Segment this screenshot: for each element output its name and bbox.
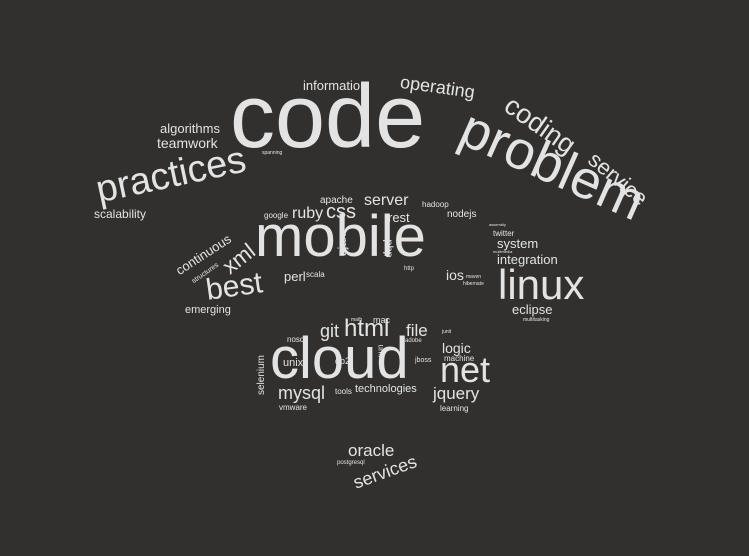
word-ios: ios [446,267,464,283]
word-multimedia: multimedia [493,249,513,254]
word-nosql: nosql [287,335,307,344]
word-teamwork: teamwork [157,135,218,151]
word-google: google [264,211,289,220]
word-uml: uml [376,344,386,358]
word-integration: integration [497,252,558,267]
word-jboss: jboss [415,357,432,364]
word-math: math [351,317,363,323]
word-http: http [404,266,415,272]
word-css: css [326,201,356,223]
word-spanning: spanning [262,150,283,156]
word-hadoop: hadoop [422,200,449,209]
word-mac: mac [373,315,391,325]
word-apache: apache [320,195,353,206]
word-code: code [230,67,426,167]
word-jquery: jquery [433,384,480,403]
word-ruby: ruby [292,205,324,222]
word-mobile: mobile [255,204,426,269]
word-eclipse: eclipse [512,302,553,317]
word-file: file [406,321,428,340]
word-rest: rest [388,210,410,225]
word-postgresql: postgresql [337,460,365,466]
word-selenium: selenium [256,354,268,396]
word-net: net [440,349,491,390]
word-git: git [320,321,340,341]
word-tools: tools [335,387,352,396]
word-unix: unix [283,357,304,369]
word-junit: junit [442,329,452,335]
word-mysql: mysql [278,383,326,403]
word-cloud: cloud [270,326,409,391]
word-scala: scala [306,270,325,279]
word-php: php [382,239,395,258]
word-vmware: vmware [279,403,308,412]
word-hibernate: hibernate [463,281,484,287]
word-assembly: assembly [489,222,506,227]
word-html: html [344,315,390,342]
word-linux: linux [498,261,585,308]
word-technologies: technologies [355,383,417,395]
word-ajax: ajax [335,233,350,257]
word-scalability: scalability [94,207,147,221]
word-multitasking: multitasking [523,317,550,323]
word-nodejs: nodejs [447,209,477,220]
word-adobe: adobe [405,338,422,344]
word-twitter: twitter [493,229,515,238]
word-system: system [497,236,539,251]
word-db2: db2 [335,356,351,366]
word-machine: machine [444,354,475,363]
word-learning: learning [440,404,469,413]
word-algorithms: algorithms [160,121,220,136]
word-server: server [364,192,409,209]
word-maven: maven [466,274,482,280]
word-emerging: emerging [185,304,231,316]
word-perl: perl [284,269,306,284]
word-logic: logic [442,340,471,356]
word-oracle: oracle [348,441,395,460]
word-information: information [303,78,368,93]
